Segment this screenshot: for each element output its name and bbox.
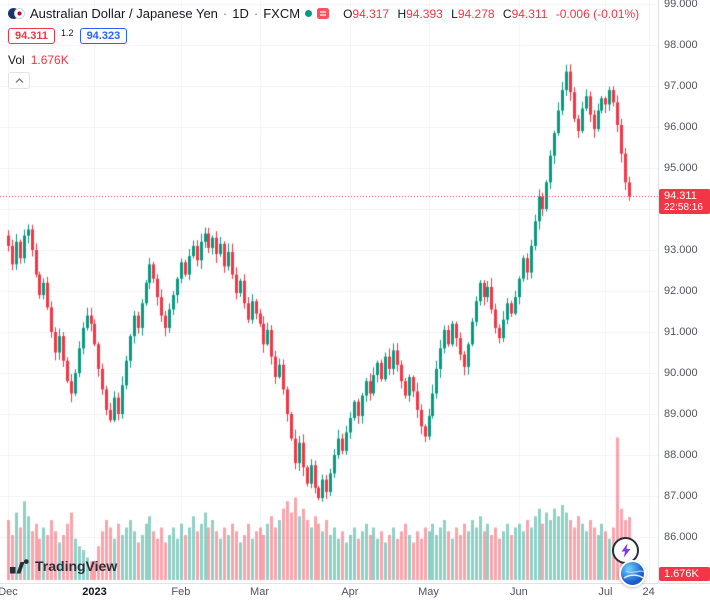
time-tick-label: Dec (0, 586, 18, 598)
price-tick-label: 87.000 (664, 490, 698, 502)
time-tick-label: Apr (341, 586, 359, 598)
change-value: -0.006 (-0.01%) (555, 6, 640, 21)
chevron-up-icon (15, 77, 23, 83)
price-tick-label: 98.000 (664, 39, 698, 51)
time-tick-label: Feb (171, 586, 191, 598)
tradingview-logo-icon (10, 558, 29, 573)
buy-button[interactable]: 94.323 (79, 28, 128, 44)
tradingview-logo[interactable]: TradingView (10, 558, 117, 574)
close-value: 94.311 (511, 6, 548, 21)
price-tick-label: 91.000 (664, 326, 698, 338)
symbol-pair-logo-icon (8, 7, 25, 20)
close-label: C (502, 6, 512, 21)
assistant-sphere-button[interactable] (619, 560, 646, 587)
open-value: 94.317 (352, 6, 390, 21)
time-tick-label: May (418, 586, 439, 598)
price-tick-label: 93.000 (664, 244, 698, 256)
sell-button[interactable]: 94.311 (8, 28, 56, 44)
price-tick-label: 89.000 (664, 408, 698, 420)
bar-countdown: 22:58:16 (664, 202, 703, 214)
price-tick-label: 90.000 (664, 367, 698, 379)
chart-legend: Australian Dollar / Japanese Yen · 1D · … (8, 6, 639, 89)
price-tick-label: 88.000 (664, 449, 698, 461)
time-tick-label: Jul (598, 586, 613, 598)
current-price-badge: 94.311 22:58:16 (659, 189, 710, 215)
volume-axis-badge: 1.676K (659, 567, 710, 581)
price-tick-label: 96.000 (664, 121, 698, 133)
price-tick-label: 99.000 (664, 0, 698, 10)
volume-indicator-label[interactable]: Vol (8, 53, 25, 67)
separator-dot: · (222, 6, 228, 21)
current-price-value: 94.311 (664, 190, 697, 203)
notes-icon[interactable] (317, 8, 330, 19)
spread-value: 1.2 (61, 28, 74, 38)
market-open-icon (305, 10, 313, 17)
time-tick-label: 24 (642, 586, 655, 598)
separator-dot: · (253, 6, 259, 21)
legend-collapse-button[interactable] (8, 72, 30, 89)
interval-label[interactable]: 1D (232, 6, 249, 21)
open-label: O (343, 6, 353, 21)
symbol-title[interactable]: Australian Dollar / Japanese Yen (30, 6, 218, 21)
ohlc-values: O94.317 H94.393 L94.278 C94.311 -0.006 (… (338, 7, 639, 21)
lightning-bolt-icon (621, 543, 630, 558)
time-tick-label: Jun (510, 586, 528, 598)
tradingview-logo-text: TradingView (35, 558, 118, 574)
time-tick-label: Mar (250, 586, 269, 598)
high-label: H (397, 6, 407, 21)
price-tick-label: 95.000 (664, 162, 698, 174)
exchange-label[interactable]: FXCM (263, 6, 301, 21)
price-axis[interactable]: 99.000 98.000 97.000 96.000 95.000 93.000 92.0… (658, 0, 710, 583)
candlestick-chart-canvas[interactable] (0, 0, 658, 583)
high-value: 94.393 (406, 6, 443, 21)
low-label: L (451, 6, 458, 21)
price-tick-label: 86.000 (664, 531, 698, 543)
volume-indicator-value: 1.676K (30, 53, 69, 67)
price-tick-label: 92.000 (664, 285, 698, 297)
price-tick-label: 97.000 (664, 80, 698, 92)
low-value: 94.278 (457, 6, 495, 21)
time-tick-label: 2023 (82, 586, 107, 598)
time-axis[interactable]: Dec 2023 Feb Mar Apr May Jun Jul 24 (0, 583, 710, 600)
